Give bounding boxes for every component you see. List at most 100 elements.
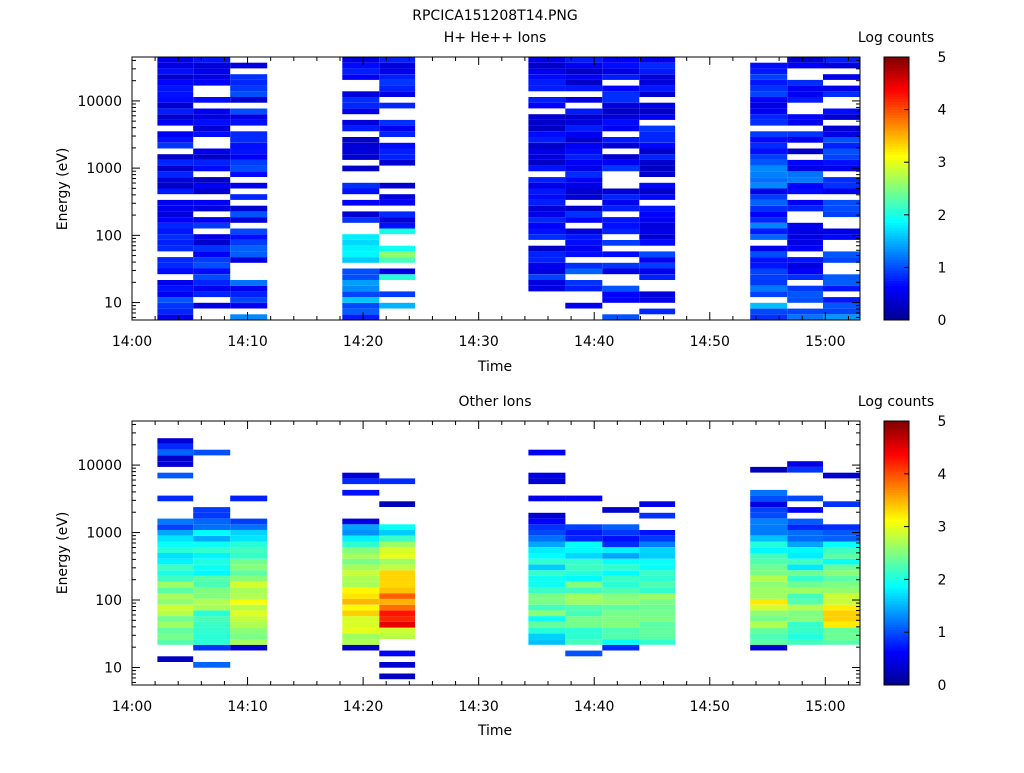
spectrogram-cell	[823, 182, 860, 189]
spectrogram-cell	[230, 610, 268, 617]
spectrogram-cell	[379, 541, 416, 548]
spectrogram-cell	[342, 524, 380, 530]
colorbar-swatch	[884, 502, 909, 506]
spectrogram-cell	[750, 182, 788, 189]
spectrogram-cell	[528, 154, 566, 160]
spectrogram-cell	[823, 564, 860, 571]
spectrogram-cell	[639, 274, 676, 280]
spectrogram-cell	[639, 57, 676, 63]
spectrogram-cell	[342, 644, 380, 651]
spectrogram-cell	[787, 137, 823, 143]
spectrogram-cell	[193, 449, 231, 456]
spectrogram-cell	[823, 62, 860, 69]
spectrogram-cell	[787, 581, 823, 588]
spectrogram-cell	[639, 159, 676, 166]
spectrogram-cell	[342, 251, 380, 258]
colorbar-swatch	[884, 254, 909, 258]
spectrogram-cell	[342, 240, 380, 246]
spectrogram-cell	[230, 285, 268, 292]
panel-title: Other Ions	[458, 394, 531, 410]
colorbar-swatch	[884, 463, 909, 467]
colorbar-label: Log counts	[858, 30, 934, 46]
spectrogram-cell	[565, 68, 603, 75]
spectrogram-cell	[230, 85, 268, 92]
spectrogram-cell	[602, 285, 640, 292]
spectrogram-cell	[602, 165, 640, 172]
spectrogram-cell	[528, 182, 566, 189]
colorbar-swatch	[884, 175, 909, 179]
colorbar-tick-label: 2	[938, 572, 947, 588]
spectrogram-cell	[750, 108, 788, 115]
spectrogram-cell	[342, 541, 380, 548]
spectrogram-cell	[342, 593, 380, 599]
spectrogram-cell	[528, 449, 566, 456]
spectrogram-cell	[342, 125, 380, 132]
spectrogram-cell	[193, 125, 231, 132]
spectrogram-cell	[750, 131, 788, 137]
y-tick-label: 100	[95, 593, 122, 609]
spectrogram-cell	[787, 228, 823, 235]
spectrogram-cell	[379, 79, 416, 86]
spectrogram-cell	[193, 518, 231, 525]
spectrogram-cell	[528, 530, 566, 536]
spectrogram-cell	[379, 478, 416, 485]
spectrogram-cell	[528, 581, 566, 588]
spectrogram-cell	[157, 616, 194, 622]
spectrogram-cell	[342, 604, 380, 611]
spectrogram-cell	[750, 79, 788, 86]
spectrogram-cell	[528, 472, 566, 479]
spectrogram-cell	[787, 610, 823, 617]
spectrogram-cell	[193, 222, 231, 229]
spectrogram-cell	[379, 633, 416, 639]
panel-other-ions: Other Ions Log counts 14:00 14:10 14:20 14:…	[55, 394, 947, 739]
spectrogram-cell	[787, 461, 823, 467]
colorbar-swatch	[884, 248, 909, 253]
spectrogram-cell	[602, 616, 640, 622]
spectrogram-cell	[602, 297, 640, 303]
spectrogram-cell	[823, 302, 860, 309]
spectrogram-cell	[787, 79, 823, 86]
spectrogram-cell	[379, 222, 416, 229]
spectrogram-cell	[342, 581, 380, 588]
spectrogram-cell	[565, 171, 603, 177]
spectrogram-cell	[565, 558, 603, 565]
spectrogram-cell	[823, 541, 860, 548]
spectrogram-cell	[602, 142, 640, 149]
spectrogram-cell	[230, 518, 268, 525]
spectrogram-cell	[342, 587, 380, 594]
spectrogram-cell	[193, 131, 231, 137]
spectrogram-cell	[750, 194, 788, 200]
spectrogram-cell	[157, 314, 194, 320]
spectrogram-cell	[639, 102, 676, 109]
x-tick-label: 14:50	[690, 699, 730, 715]
colorbar-swatch	[884, 75, 909, 79]
spectrogram-cell	[602, 621, 640, 628]
spectrogram-cell	[602, 558, 640, 565]
spectrogram-cell	[750, 234, 788, 240]
x-tick-label: 15:00	[805, 334, 845, 350]
spectrogram-cell	[565, 177, 603, 183]
spectrogram-cell	[193, 268, 231, 275]
colorbar-swatch	[884, 67, 909, 71]
colorbar-swatch	[884, 632, 909, 636]
colorbar-swatch	[884, 227, 909, 231]
spectrogram-cell	[528, 633, 566, 639]
spectrogram-cell	[193, 291, 231, 298]
spectrogram-cell	[639, 558, 676, 565]
spectrogram-cell	[230, 581, 268, 588]
spectrogram-cell	[639, 593, 676, 599]
spectrogram-cell	[230, 621, 268, 628]
spectrogram-cell	[193, 108, 231, 115]
spectrogram-cell	[565, 97, 603, 103]
spectrogram-cell	[750, 610, 788, 617]
spectrogram-cell	[342, 547, 380, 553]
spectrogram-cell	[565, 154, 603, 160]
spectrogram-cell	[528, 97, 566, 103]
spectrogram-cell	[787, 633, 823, 639]
spectrogram-cell	[230, 211, 268, 218]
colorbar-tick-label: 0	[938, 313, 947, 329]
colorbar-swatch	[884, 671, 909, 675]
spectrogram-cell	[528, 159, 566, 166]
spectrogram-cell	[193, 524, 231, 530]
colorbar-swatch	[884, 663, 909, 667]
